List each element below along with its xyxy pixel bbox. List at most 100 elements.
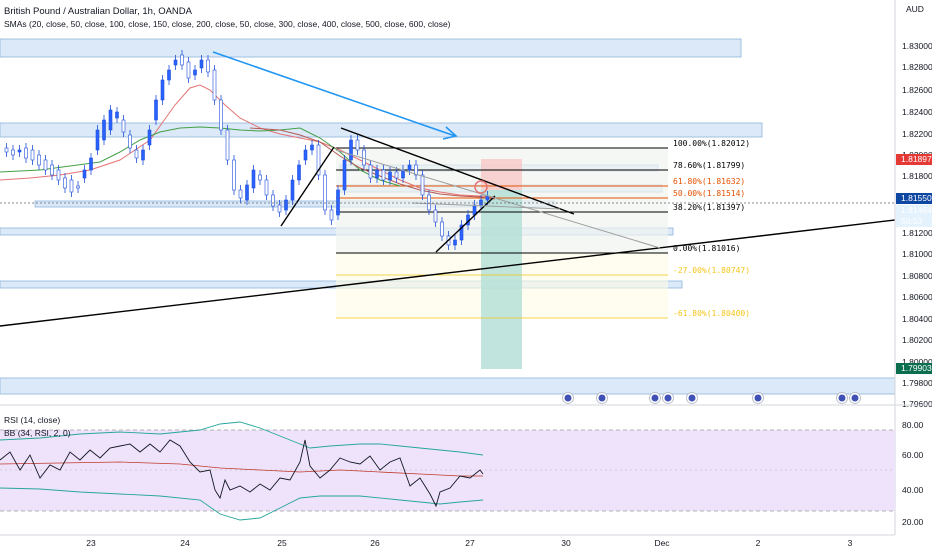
candle-body [420,174,425,196]
candle-body [186,61,191,79]
currency-label: AUD [906,4,924,14]
time-tick-label: Dec [654,538,670,548]
fib-level-label: 61.80%(1.81632) [673,177,745,186]
price-tag [896,363,932,374]
price-tag [896,216,932,227]
candle-body [459,224,464,241]
candle-body [102,119,106,141]
bb-upper [0,421,484,456]
price-tick-label: 1.81200 [902,228,932,238]
price-tag-label: 1.81550 [901,193,932,203]
time-tick-label: 2 [756,538,761,548]
flag-icon [851,394,859,402]
candle-body [433,209,438,223]
flag-pole-line[interactable] [280,146,335,227]
time-tick-label: 23 [86,538,96,548]
price-tick-label: 1.80200 [902,335,932,345]
candle-body [336,189,340,216]
candle-body [219,99,223,131]
price-tick-label: 1.80000 [902,357,932,367]
trend-arrow-head [442,126,458,140]
support-zone-floor[interactable] [0,377,896,395]
bb-basis [0,461,483,477]
price-tag-label: 59:53 [901,216,923,226]
candle-body [368,164,373,179]
long-trendline[interactable] [0,219,896,327]
trend-arrow[interactable] [212,51,456,137]
flag-icon [651,394,659,402]
price-tick-label: 1.82200 [902,129,932,139]
price-tick-label: 1.79800 [902,378,932,388]
projection-line[interactable] [335,149,661,249]
candle-body [56,169,61,181]
chart-title[interactable]: British Pound / Australian Dollar, 1h, O… [4,6,192,17]
candlestick-series[interactable] [4,50,490,250]
price-tick-label: 1.81000 [902,249,932,259]
descending-trendline[interactable] [340,127,575,215]
candle-body [427,194,431,211]
candle-body [30,149,35,161]
candle-body [310,144,314,151]
candle-body [173,59,178,66]
resistance-zone-top[interactable] [0,38,742,58]
candle-body [232,159,236,191]
candle-body [329,209,334,221]
candle-body [69,179,74,193]
resistance-zone-upper[interactable] [0,122,763,138]
price-tag [896,193,932,204]
candle-body [238,189,243,199]
fib-retracement[interactable]: 100.00%(1.82012) 78.60%(1.81799) 61.80%(1.… [336,139,750,319]
rising-trendline[interactable] [435,195,496,253]
rsi-axis[interactable]: 80.00 60.00 40.00 20.00 [902,420,924,527]
candle-body [154,99,158,121]
fib-level-label: -61.80%(1.80400) [673,309,750,318]
price-tag [896,154,932,165]
price-tick-label: 1.80600 [902,292,932,302]
time-axis[interactable]: 23 24 25 26 27 30 Dec 2 3 [86,538,852,548]
candle-body [251,169,256,189]
price-tick-label: 1.80400 [902,314,932,324]
flag-icon [838,394,846,402]
candle-body [381,169,386,181]
price-tag-label: 1.81897 [901,154,932,164]
time-tick-label: 24 [180,538,190,548]
projection-line-2[interactable] [411,202,561,210]
candle-body [193,69,197,76]
candle-body [95,129,100,151]
candle-body [180,54,184,66]
flag-icon [688,394,696,402]
candle-body [303,149,308,161]
price-tick-label: 1.79600 [902,399,932,409]
rsi-band [0,430,895,511]
price-tick-label: 1.81800 [902,171,932,181]
candle-body [147,129,152,146]
candle-body [82,169,87,179]
candle-body [225,129,230,161]
candle-body [258,174,262,181]
target-circle-icon[interactable] [474,180,488,194]
candle-body [63,177,67,189]
price-tick-label: 1.82600 [902,85,932,95]
price-tag-label: 1.81464 [901,205,932,215]
candle-body [245,184,249,201]
candle-body [160,79,165,101]
take-profit-zone[interactable] [481,190,522,369]
candle-body [440,221,444,237]
flag-icon [664,394,672,402]
bb-legend[interactable]: BB (34, RSI, 2, 0) [4,428,71,438]
candle-body [290,179,295,201]
event-markers[interactable] [562,392,861,404]
candle-body [271,194,275,207]
bb-lower [0,487,484,521]
flag-icon [598,394,606,402]
candle-body [134,149,139,159]
rsi-line [0,439,484,508]
candle-body [342,159,347,191]
time-tick-label: 27 [465,538,475,548]
stop-loss-zone[interactable] [481,159,522,190]
sma-red-line [0,84,496,198]
rsi-legend[interactable]: RSI (14, close) [4,415,61,425]
sma-legend[interactable]: SMAs (20, close, 50, close, 100, close, … [4,19,451,29]
